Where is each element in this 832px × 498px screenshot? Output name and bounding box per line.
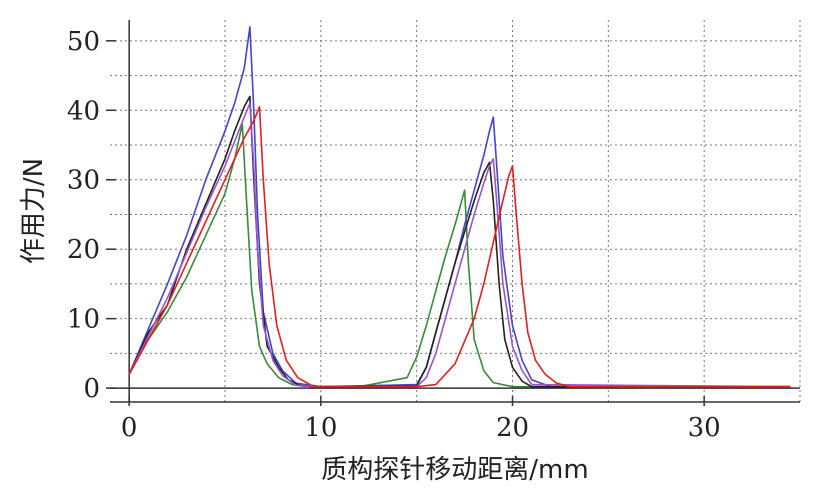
x-tick-label: 0: [121, 413, 138, 443]
tick-labels: 0 10 20 30 40 50 0 10 20 30: [67, 27, 721, 443]
series-line-5: [128, 106, 791, 388]
y-tick-label: 0: [83, 374, 100, 404]
y-tick-label: 30: [67, 166, 100, 196]
y-tick-label: 10: [67, 305, 100, 335]
grid-lines: [110, 20, 801, 402]
x-tick-label: 30: [688, 413, 721, 443]
x-tick-label: 10: [304, 413, 337, 443]
axes: [106, 20, 800, 406]
plot-background: [110, 20, 800, 402]
y-tick-label: 50: [67, 27, 100, 57]
x-tick-label: 20: [496, 413, 529, 443]
y-axis-title: 作用力/N: [19, 158, 49, 264]
x-axis-title: 质构探针移动距离/mm: [321, 455, 588, 485]
y-tick-label: 40: [67, 96, 100, 126]
data-series: [128, 26, 791, 388]
y-tick-label: 20: [67, 235, 100, 265]
